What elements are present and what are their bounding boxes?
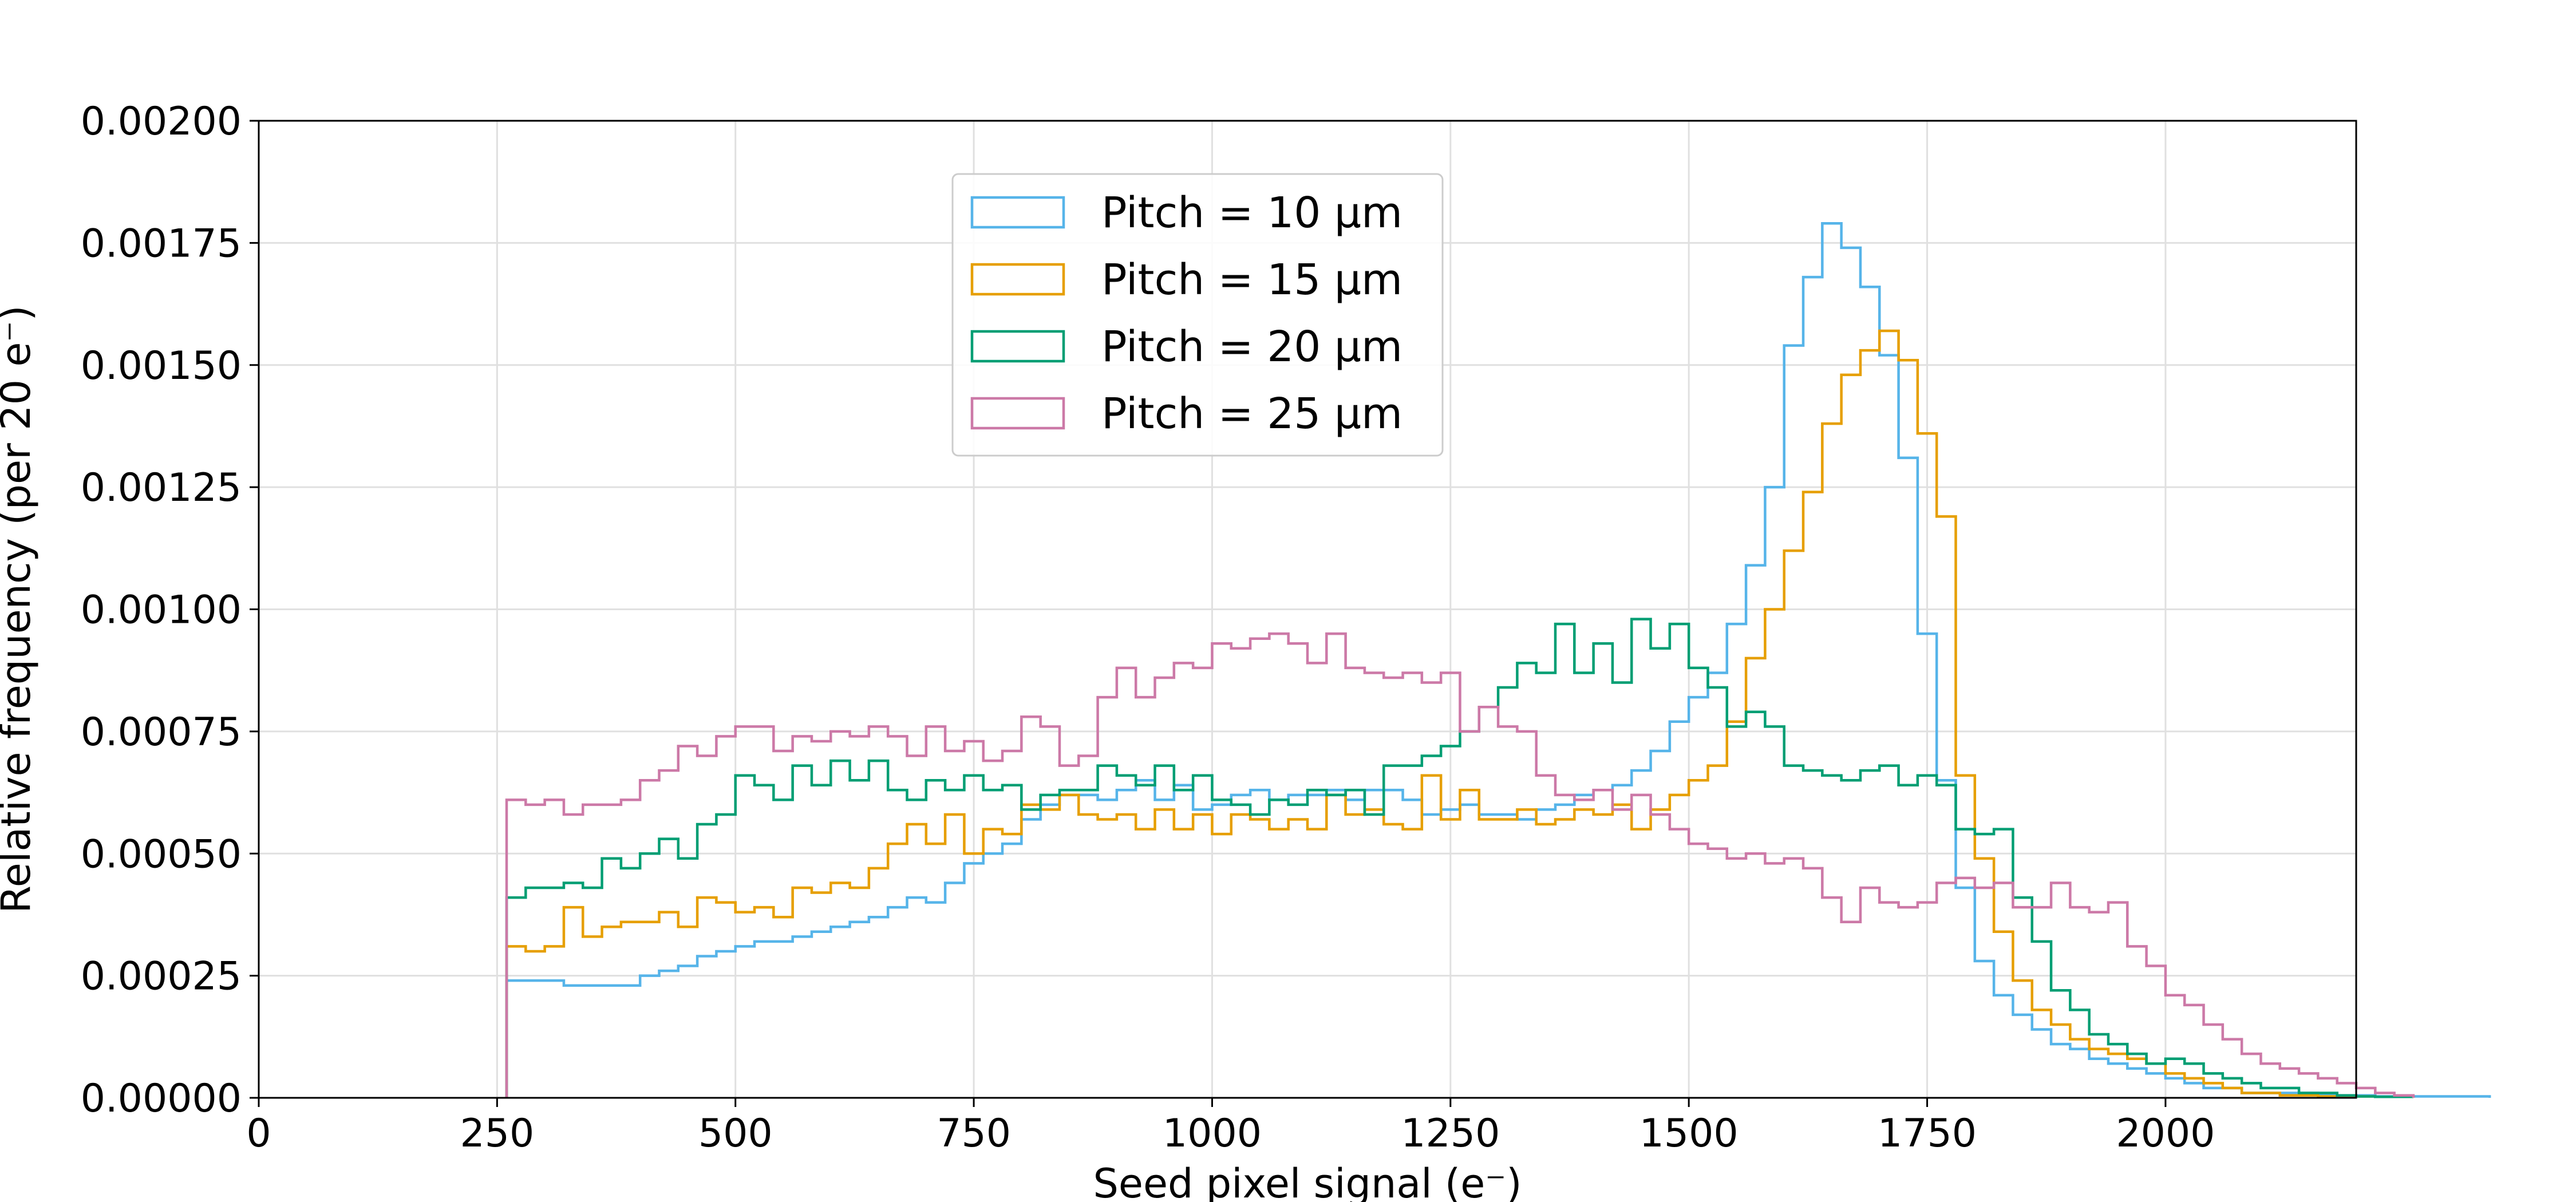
x-tick-label: 1000 xyxy=(1163,1111,1262,1156)
x-tick-label: 2000 xyxy=(2116,1111,2215,1156)
x-tick-label: 500 xyxy=(698,1111,773,1156)
legend-box xyxy=(951,173,1444,457)
legend-label: Pitch = 10 µm xyxy=(1101,188,1402,238)
series-4-line xyxy=(505,632,2415,1098)
legend-swatch xyxy=(970,196,1065,229)
y-tick-label: 0.00075 xyxy=(81,710,242,755)
series-1-line xyxy=(505,222,2491,1098)
legend-label: Pitch = 25 µm xyxy=(1101,389,1402,438)
y-tick-label: 0.00100 xyxy=(81,588,242,633)
y-tick-label: 0.00025 xyxy=(81,954,242,999)
series-layer xyxy=(505,222,2491,1098)
x-tick-label: 1500 xyxy=(1639,1111,1739,1156)
x-tick-label: 1250 xyxy=(1401,1111,1500,1156)
legend-label: Pitch = 15 µm xyxy=(1101,255,1402,305)
x-tick-label: 1750 xyxy=(1878,1111,1977,1156)
y-axis-title: Relative frequency (per 20 e⁻) xyxy=(0,305,39,913)
legend: Pitch = 10 µm Pitch = 15 µm Pitch = 20 µm P… xyxy=(951,173,1444,457)
legend-label: Pitch = 20 µm xyxy=(1101,322,1402,371)
y-tick-label: 0.00050 xyxy=(81,832,242,877)
ticks: 0 250 500 750 1000 1250 1500 1750 2000 0.00000 0.0… xyxy=(81,99,2215,1156)
y-tick-label: 0.00000 xyxy=(81,1076,242,1121)
x-tick-label: 0 xyxy=(246,1111,271,1156)
y-tick-label: 0.00200 xyxy=(81,99,242,144)
series-2-line xyxy=(505,329,2415,1098)
legend-swatch xyxy=(970,397,1065,430)
x-tick-label: 750 xyxy=(937,1111,1011,1156)
y-tick-label: 0.00150 xyxy=(81,343,242,389)
y-tick-label: 0.00125 xyxy=(81,465,242,511)
series-3-line xyxy=(505,618,2415,1098)
legend-swatch xyxy=(970,263,1065,296)
y-tick-label: 0.00175 xyxy=(81,221,242,266)
x-axis-title: Seed pixel signal (e⁻) xyxy=(1093,1160,1522,1202)
x-tick-label: 250 xyxy=(460,1111,534,1156)
legend-swatch xyxy=(970,330,1065,363)
